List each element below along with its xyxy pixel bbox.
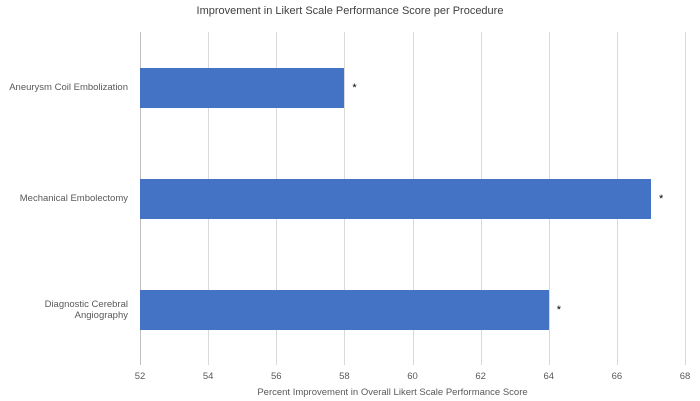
bar — [140, 289, 549, 330]
bar — [140, 67, 345, 108]
x-tick-label: 66 — [611, 371, 623, 382]
x-tick-label: 62 — [475, 371, 486, 382]
bar-annotation: * — [658, 192, 664, 205]
x-tick-label: 56 — [270, 371, 282, 382]
y-axis-labels: Aneurysm Coil Embolization Mechanical Emb… — [0, 32, 132, 365]
gridline — [685, 32, 686, 365]
category-label: Aneurysm Coil Embolization — [9, 82, 128, 93]
x-axis-ticks: 52 54 56 58 60 62 64 66 68 — [135, 371, 691, 383]
bar — [140, 178, 651, 219]
category-label: Mechanical Embolectomy — [19, 193, 128, 204]
bars: * * * — [140, 32, 685, 365]
x-tick-label: 58 — [339, 371, 350, 382]
x-tick-label: 54 — [202, 371, 214, 382]
x-tick-label: 52 — [134, 371, 146, 382]
bar-annotation: * — [556, 303, 562, 316]
x-tick-label: 68 — [679, 371, 691, 382]
bar-row: * — [140, 254, 685, 365]
x-tick-label: 60 — [407, 371, 418, 382]
bar-row: * — [140, 143, 685, 254]
bar-row: * — [140, 32, 685, 143]
category-label: Diagnostic Cerebral Angiography — [44, 298, 128, 321]
bar-annotation: * — [352, 81, 357, 94]
chart-title: Improvement in Likert Scale Performance … — [196, 5, 504, 17]
plot-area: * * * — [140, 32, 686, 365]
x-tick-label: 64 — [543, 371, 555, 382]
x-axis-label: Percent Improvement in Overall Likert Sc… — [257, 387, 528, 398]
